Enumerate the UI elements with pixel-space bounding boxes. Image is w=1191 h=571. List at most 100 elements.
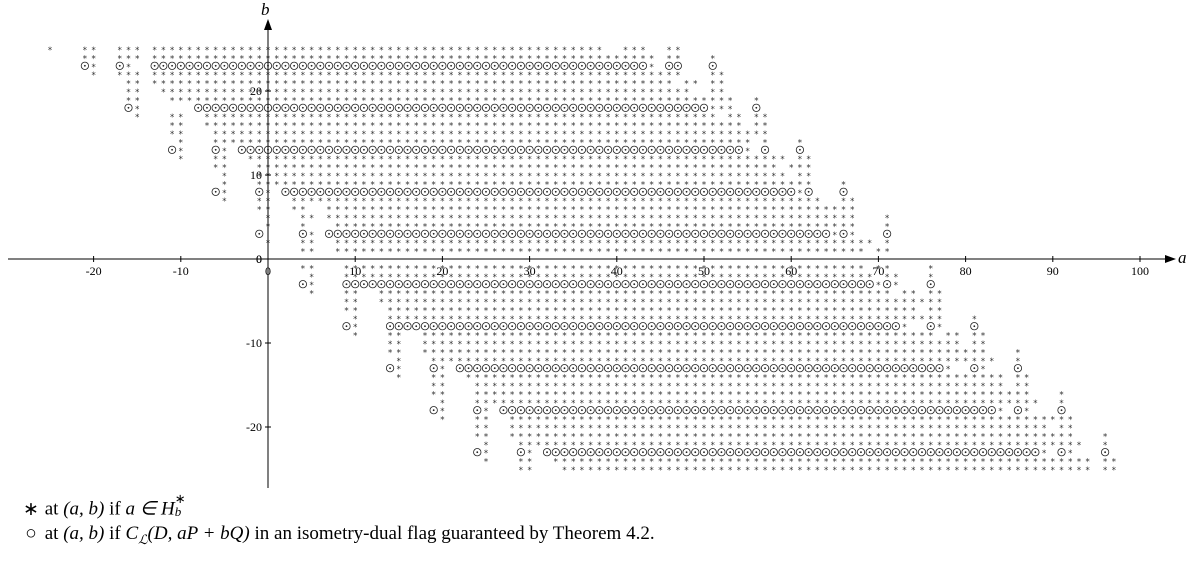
- star-marker: *: [248, 80, 252, 90]
- circle-marker-center: [607, 190, 609, 193]
- star-marker: *: [702, 180, 706, 190]
- star-marker: *: [606, 466, 610, 476]
- star-marker: *: [135, 46, 139, 56]
- star-marker: *: [501, 357, 505, 367]
- star-marker: *: [501, 382, 505, 392]
- star-marker: *: [667, 458, 671, 468]
- star-marker: *: [859, 239, 863, 249]
- circle-marker-center: [223, 64, 226, 67]
- star-marker: *: [632, 290, 636, 300]
- star-marker: *: [780, 214, 784, 224]
- star-marker: *: [650, 264, 654, 274]
- star-marker: *: [841, 348, 845, 358]
- star-marker: *: [789, 357, 793, 367]
- star-marker: *: [850, 290, 854, 300]
- star-marker: *: [868, 399, 872, 409]
- star-marker: *: [859, 290, 863, 300]
- star-marker: *: [597, 466, 601, 476]
- star-marker: *: [702, 248, 706, 258]
- star-marker: *: [597, 332, 601, 342]
- star-marker: *: [807, 290, 811, 300]
- star-marker: *: [484, 206, 488, 216]
- star-marker: *: [972, 357, 976, 367]
- star-marker: *: [562, 290, 566, 300]
- star-marker: *: [632, 239, 636, 249]
- star-marker: *: [824, 222, 828, 232]
- star-marker: *: [432, 222, 436, 232]
- star-marker: *: [702, 264, 706, 274]
- star-marker: *: [371, 164, 375, 174]
- star-marker: *: [737, 441, 741, 451]
- circle-marker-center: [467, 148, 470, 151]
- x-tick-label: 0: [265, 264, 271, 278]
- star-marker: *: [754, 416, 758, 426]
- circle-marker-center: [624, 409, 627, 412]
- star-marker: *: [458, 113, 462, 123]
- star-marker: *: [1086, 466, 1090, 476]
- star-marker: *: [772, 458, 776, 468]
- star-marker: *: [641, 46, 645, 56]
- star-marker: *: [728, 357, 732, 367]
- star-marker: *: [789, 432, 793, 442]
- star-marker: *: [519, 80, 523, 90]
- star-marker: *: [868, 374, 872, 384]
- star-marker: *: [379, 214, 383, 224]
- star-marker: *: [527, 71, 531, 81]
- star-marker: *: [676, 298, 680, 308]
- star-marker: *: [571, 399, 575, 409]
- star-marker: *: [527, 399, 531, 409]
- star-marker: *: [379, 222, 383, 232]
- star-marker: *: [449, 298, 453, 308]
- legend-star-entry: ∗ at (a, b) if a ∈ H ∗ b: [22, 492, 655, 520]
- star-marker: *: [571, 239, 575, 249]
- star-marker: *: [684, 248, 688, 258]
- star-marker: *: [711, 164, 715, 174]
- circle-marker-center: [973, 325, 976, 328]
- star-marker: *: [684, 432, 688, 442]
- star-marker: *: [327, 71, 331, 81]
- circle-marker-center: [868, 409, 871, 412]
- star-marker: *: [650, 248, 654, 258]
- circle-marker-center: [755, 367, 758, 370]
- circle-marker-center: [563, 148, 566, 151]
- star-marker: *: [562, 424, 566, 434]
- star-marker: *: [554, 306, 558, 316]
- star-marker: *: [432, 298, 436, 308]
- star-marker: *: [641, 441, 645, 451]
- star-marker: *: [571, 130, 575, 140]
- star-marker: *: [275, 80, 279, 90]
- star-marker: *: [859, 374, 863, 384]
- star-marker: *: [449, 96, 453, 106]
- circle-marker-center: [485, 232, 487, 235]
- star-marker: *: [719, 432, 723, 442]
- star-marker: *: [763, 432, 767, 442]
- star-marker: *: [397, 357, 401, 367]
- star-marker: *: [606, 239, 610, 249]
- star-marker: *: [501, 298, 505, 308]
- star-marker: *: [728, 155, 732, 165]
- circle-marker-center: [816, 232, 819, 235]
- star-marker: *: [545, 88, 549, 98]
- star-marker: *: [876, 458, 880, 468]
- star-marker: *: [650, 432, 654, 442]
- circle-marker-center: [502, 148, 505, 151]
- star-marker: *: [353, 264, 357, 274]
- star-marker: *: [728, 113, 732, 123]
- star-marker: *: [667, 332, 671, 342]
- star-marker: *: [475, 306, 479, 316]
- star-marker: *: [841, 214, 845, 224]
- star-marker: *: [902, 348, 906, 358]
- star-marker: *: [580, 46, 584, 56]
- star-marker: *: [336, 113, 340, 123]
- star-marker: *: [484, 46, 488, 56]
- star-marker: *: [432, 340, 436, 350]
- star-marker: *: [859, 432, 863, 442]
- star-marker: *: [597, 180, 601, 190]
- star-marker: *: [719, 197, 723, 207]
- star-marker: *: [658, 466, 662, 476]
- star-marker: *: [606, 172, 610, 182]
- star-marker: *: [458, 239, 462, 249]
- star-marker: *: [693, 340, 697, 350]
- star-marker: *: [902, 340, 906, 350]
- star-marker: *: [885, 214, 889, 224]
